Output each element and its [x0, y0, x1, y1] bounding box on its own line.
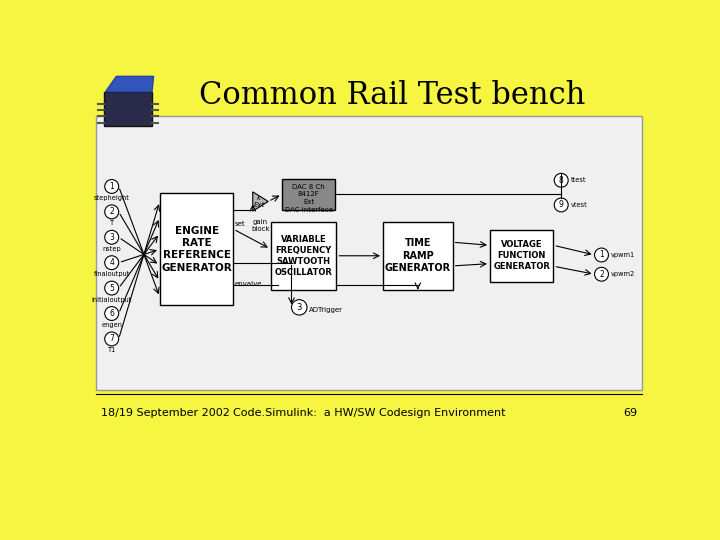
Text: gain
block: gain block — [251, 219, 270, 232]
Text: set: set — [235, 221, 246, 227]
Circle shape — [104, 231, 119, 244]
Text: VOLTAGE
FUNCTION
GENERATOR: VOLTAGE FUNCTION GENERATOR — [493, 240, 550, 272]
Text: VARIABLE
FREQUENCY
SAWTOOTH
OSCILLATOR: VARIABLE FREQUENCY SAWTOOTH OSCILLATOR — [274, 234, 333, 277]
Text: 1: 1 — [599, 251, 604, 260]
Text: ENGINE
RATE
REFERENCE
GENERATOR: ENGINE RATE REFERENCE GENERATOR — [161, 226, 232, 273]
Text: ADTrigger: ADTrigger — [310, 307, 343, 313]
Circle shape — [554, 198, 568, 212]
Text: T: T — [109, 220, 114, 226]
Bar — [104, 92, 152, 126]
Text: Code.Simulink:  a HW/SW Codesign Environment: Code.Simulink: a HW/SW Codesign Environm… — [233, 408, 505, 418]
Text: vpwm2: vpwm2 — [611, 271, 635, 277]
Text: 2: 2 — [599, 270, 604, 279]
Bar — [96, 117, 642, 390]
Text: 1: 1 — [109, 182, 114, 191]
Text: 3: 3 — [297, 303, 302, 312]
Text: DAC 8 Ch
8412F
Ext: DAC 8 Ch 8412F Ext — [292, 184, 325, 205]
Circle shape — [104, 256, 119, 269]
Circle shape — [104, 332, 119, 346]
Circle shape — [104, 281, 119, 295]
Circle shape — [104, 205, 119, 219]
Text: 3: 3 — [109, 233, 114, 242]
Text: TIME
RAMP
GENERATOR: TIME RAMP GENERATOR — [384, 238, 451, 273]
Text: nstep: nstep — [102, 246, 121, 252]
Text: 69: 69 — [623, 408, 637, 418]
Circle shape — [292, 300, 307, 315]
Bar — [282, 179, 335, 210]
Text: stepheight: stepheight — [94, 195, 130, 201]
Bar — [160, 193, 233, 305]
Text: 6: 6 — [109, 309, 114, 318]
Circle shape — [104, 179, 119, 193]
Text: ttest: ttest — [570, 177, 586, 183]
Text: 5: 5 — [109, 284, 114, 293]
Circle shape — [595, 267, 608, 281]
Text: 18/19 September 2002: 18/19 September 2002 — [101, 408, 230, 418]
Text: 4: 4 — [109, 258, 114, 267]
Text: initialoutput: initialoutput — [91, 296, 132, 302]
Text: engen: engen — [102, 322, 122, 328]
Circle shape — [104, 307, 119, 320]
Circle shape — [595, 248, 608, 262]
Text: T1: T1 — [107, 347, 116, 353]
Polygon shape — [253, 192, 269, 211]
Bar — [383, 222, 453, 289]
Text: vtest: vtest — [570, 202, 588, 208]
Text: envalve: envalve — [235, 281, 262, 287]
Text: 7: 7 — [109, 334, 114, 343]
Text: vpwm1: vpwm1 — [611, 252, 635, 258]
Bar — [271, 222, 336, 289]
Polygon shape — [106, 76, 153, 92]
Text: finaloutput: finaloutput — [94, 271, 130, 277]
Bar — [490, 230, 554, 282]
Text: DAC interface: DAC interface — [284, 207, 333, 213]
Circle shape — [554, 173, 568, 187]
Text: 8: 8 — [559, 176, 564, 185]
Text: 2: 2 — [109, 207, 114, 217]
Text: k
Ext: k Ext — [253, 195, 264, 208]
Text: Common Rail Test bench: Common Rail Test bench — [199, 80, 585, 111]
Text: 9: 9 — [559, 200, 564, 210]
